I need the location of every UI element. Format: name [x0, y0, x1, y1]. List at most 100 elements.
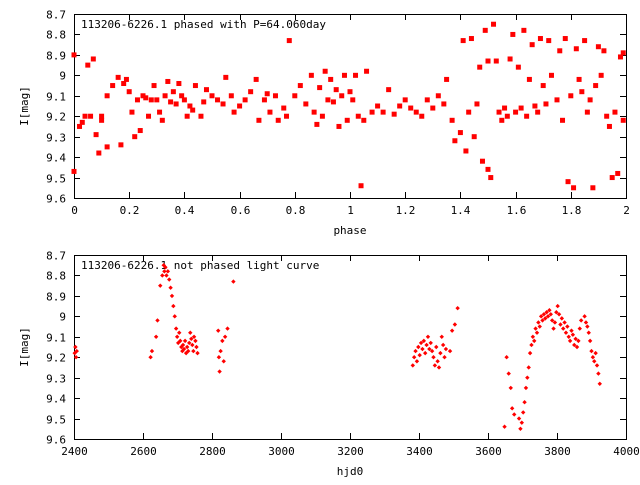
- data-point: [172, 314, 177, 319]
- data-point: [242, 97, 248, 103]
- data-point: [521, 27, 527, 33]
- data-point: [281, 105, 287, 111]
- data-point: [586, 330, 591, 335]
- data-point: [148, 97, 154, 103]
- data-point: [525, 375, 530, 380]
- data-point: [554, 97, 560, 103]
- data-point: [434, 344, 439, 350]
- data-point: [504, 113, 510, 119]
- data-point: [606, 123, 612, 129]
- data-point: [386, 87, 392, 93]
- data-point: [593, 350, 598, 356]
- data-point: [441, 101, 447, 107]
- data-point: [512, 412, 517, 417]
- data-point: [344, 117, 350, 123]
- data-point: [585, 324, 590, 329]
- y-tick-label: 9.5: [46, 414, 66, 427]
- data-point: [579, 89, 585, 95]
- data-point: [547, 308, 552, 313]
- data-point: [562, 36, 568, 42]
- y-tick-label: 9.6: [46, 193, 66, 206]
- data-point: [508, 385, 513, 391]
- y-axis-label: I[mag]: [18, 86, 31, 126]
- y-tick-label: 8.8: [46, 29, 66, 42]
- data-point: [468, 36, 474, 42]
- x-tick-label: 1.2: [396, 204, 416, 217]
- data-point: [188, 330, 193, 335]
- data-point: [79, 119, 85, 125]
- data-point: [169, 293, 175, 299]
- data-point: [151, 83, 157, 89]
- data-point: [565, 179, 571, 185]
- data-point: [182, 338, 188, 344]
- data-point: [436, 365, 442, 370]
- data-point: [267, 109, 273, 115]
- data-point: [132, 134, 138, 140]
- data-point: [93, 132, 99, 138]
- data-point: [584, 109, 590, 115]
- plot-frame: [74, 14, 627, 199]
- data-point: [90, 56, 96, 62]
- y-tick-label: 8.9: [46, 291, 66, 304]
- plot-frame: [74, 255, 627, 440]
- data-point: [482, 27, 488, 33]
- data-point: [153, 334, 159, 339]
- data-point: [532, 103, 538, 109]
- data-point: [317, 85, 323, 91]
- data-point: [551, 326, 556, 331]
- data-point: [164, 273, 169, 278]
- plot-title: 113206-6226.1 not phased light curve: [81, 259, 319, 272]
- data-point: [438, 350, 443, 356]
- data-point: [417, 352, 422, 358]
- data-points: [71, 21, 626, 191]
- data-point: [440, 342, 446, 348]
- data-point: [353, 72, 359, 78]
- data-point: [442, 355, 447, 360]
- data-point: [189, 336, 194, 342]
- data-point: [358, 183, 364, 189]
- data-point: [518, 426, 523, 431]
- data-point: [587, 338, 593, 344]
- y-tick-label: 9: [59, 70, 66, 83]
- y-tick-label: 9.4: [46, 393, 66, 406]
- data-point: [518, 105, 524, 111]
- data-point: [216, 328, 221, 333]
- data-point: [556, 312, 562, 317]
- data-point: [548, 72, 554, 78]
- data-point: [218, 348, 223, 354]
- data-point: [187, 340, 192, 346]
- data-point: [592, 359, 597, 364]
- data-point: [552, 320, 558, 325]
- data-point: [154, 97, 160, 103]
- y-tick-label: 8.9: [46, 50, 66, 63]
- data-point: [582, 314, 587, 319]
- data-point: [222, 334, 228, 339]
- data-point: [562, 320, 567, 325]
- data-point: [220, 338, 225, 344]
- data-point: [516, 416, 522, 421]
- data-point: [256, 117, 262, 123]
- phased-plot: 0 0.2 0.4 0.6 0.8 1 1.2 1.4 1.6 1.8 2 8.7 8.8 8.9 9 9.1…: [18, 9, 630, 238]
- data-point: [507, 56, 513, 62]
- data-point: [609, 175, 615, 181]
- data-point: [536, 320, 541, 325]
- x-tick-label: 2600: [130, 445, 157, 458]
- x-tick-label: 3000: [268, 445, 295, 458]
- x-tick-label: 0: [71, 204, 78, 217]
- data-point: [418, 340, 424, 346]
- x-axis-label: hjd0: [337, 465, 364, 478]
- x-tick-label: 2800: [199, 445, 226, 458]
- data-point: [530, 334, 536, 339]
- data-point: [181, 97, 187, 103]
- data-point: [545, 314, 551, 319]
- data-point: [485, 166, 491, 172]
- data-point: [155, 318, 160, 323]
- data-point: [424, 342, 429, 348]
- data-point: [216, 355, 222, 360]
- data-point: [620, 117, 626, 123]
- data-point: [431, 355, 436, 360]
- data-point: [248, 89, 254, 95]
- data-point: [261, 97, 267, 103]
- data-point: [361, 117, 367, 123]
- data-point: [554, 310, 559, 315]
